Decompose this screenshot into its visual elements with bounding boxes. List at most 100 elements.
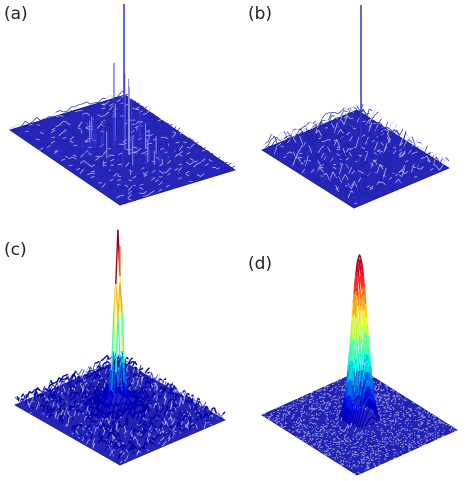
surface-mesh	[356, 116, 360, 121]
surface-mesh	[84, 425, 87, 427]
surface-mesh	[107, 134, 112, 139]
surface-mesh	[68, 165, 73, 169]
surface-mesh	[353, 116, 357, 119]
surface-mesh	[168, 124, 173, 126]
surface-mesh	[321, 392, 324, 394]
surface-mesh	[390, 129, 394, 141]
surface-mesh	[144, 160, 149, 164]
surface-mesh	[46, 152, 51, 155]
surface-mesh	[302, 150, 306, 154]
surface-mesh	[352, 138, 357, 141]
surface-mesh	[91, 159, 96, 162]
surface-mesh	[219, 171, 224, 174]
surface-mesh	[156, 146, 161, 151]
surface-mesh	[181, 167, 186, 171]
surface-mesh	[92, 144, 97, 148]
surface-mesh	[212, 168, 217, 171]
surface-mesh	[186, 146, 191, 149]
surface-mesh	[317, 147, 322, 154]
surface-mesh	[308, 128, 313, 140]
surface-mesh	[344, 380, 346, 383]
surface-mesh	[143, 185, 148, 190]
surface-mesh	[91, 155, 96, 157]
surface-mesh	[146, 116, 151, 120]
surface-mesh	[145, 429, 148, 432]
surface-mesh	[343, 131, 347, 137]
surface-mesh	[164, 139, 169, 145]
surface-mesh	[107, 131, 112, 133]
surface-mesh	[318, 120, 323, 129]
surface-mesh	[378, 121, 382, 124]
surface-mesh	[384, 121, 389, 131]
surface-mesh	[135, 106, 140, 110]
surface-mesh	[160, 132, 165, 134]
surface-mesh	[115, 128, 120, 132]
surface-mesh	[95, 156, 100, 161]
surface-mesh	[274, 415, 276, 417]
surface-mesh	[277, 138, 282, 142]
surface-mesh	[69, 398, 73, 402]
surface-mesh	[120, 177, 125, 181]
surface-mesh	[105, 100, 110, 105]
surface-mesh	[54, 139, 59, 142]
surface-mesh	[300, 401, 302, 404]
surface-mesh	[327, 386, 330, 389]
surface-mesh	[51, 111, 57, 117]
surface-mesh	[304, 400, 306, 402]
surface-mesh	[330, 136, 335, 148]
surface-mesh	[185, 171, 190, 174]
surface-mesh	[166, 160, 172, 165]
surface-mesh	[57, 145, 63, 151]
surface-mesh	[170, 178, 175, 181]
surface-mesh	[273, 409, 275, 411]
surface-mesh	[337, 119, 342, 127]
surface-mesh	[100, 385, 104, 389]
surface-mesh	[44, 397, 47, 400]
surface-mesh	[364, 144, 369, 150]
surface-mesh	[171, 144, 176, 149]
surface-mesh	[274, 413, 276, 415]
surface-mesh	[32, 128, 37, 133]
surface-mesh	[295, 157, 300, 160]
surface-mesh	[166, 179, 171, 181]
surface-mesh	[138, 368, 142, 371]
surface-mesh	[305, 150, 309, 155]
surface-mesh	[311, 152, 316, 156]
surface-mesh	[390, 121, 395, 126]
surface-mesh	[327, 147, 331, 153]
surface-mesh	[13, 128, 18, 131]
surface-mesh	[189, 166, 194, 169]
surface-mesh	[365, 109, 370, 122]
surface-mesh	[270, 416, 272, 418]
surface-mesh	[321, 391, 324, 393]
surface-mesh	[345, 151, 350, 154]
surface-mesh	[216, 157, 221, 160]
surface-mesh	[324, 133, 329, 140]
surface-mesh	[102, 176, 107, 178]
surface-mesh	[97, 108, 102, 114]
surface-mesh	[25, 124, 30, 127]
surface-mesh	[302, 141, 307, 148]
surface-mesh	[131, 103, 136, 107]
surface-mesh	[201, 428, 205, 430]
surface-mesh	[309, 394, 311, 396]
surface-mesh	[43, 131, 48, 137]
surface-mesh	[290, 135, 294, 139]
surface-mesh	[181, 173, 186, 178]
surface-mesh	[146, 371, 150, 374]
surface-mesh	[142, 118, 147, 123]
surface-mesh	[302, 144, 307, 150]
surface-mesh	[42, 147, 48, 151]
surface-mesh	[138, 403, 142, 406]
surface-mesh	[269, 412, 271, 414]
surface-mesh	[304, 169, 309, 173]
surface-mesh	[298, 158, 303, 169]
surface-mesh	[86, 395, 89, 398]
surface-mesh	[167, 147, 172, 149]
surface-mesh	[78, 112, 83, 115]
surface-mesh	[284, 410, 286, 412]
surface-mesh	[291, 404, 294, 406]
surface-mesh	[43, 125, 48, 128]
surface-mesh	[323, 161, 328, 167]
surface-mesh	[346, 126, 351, 130]
